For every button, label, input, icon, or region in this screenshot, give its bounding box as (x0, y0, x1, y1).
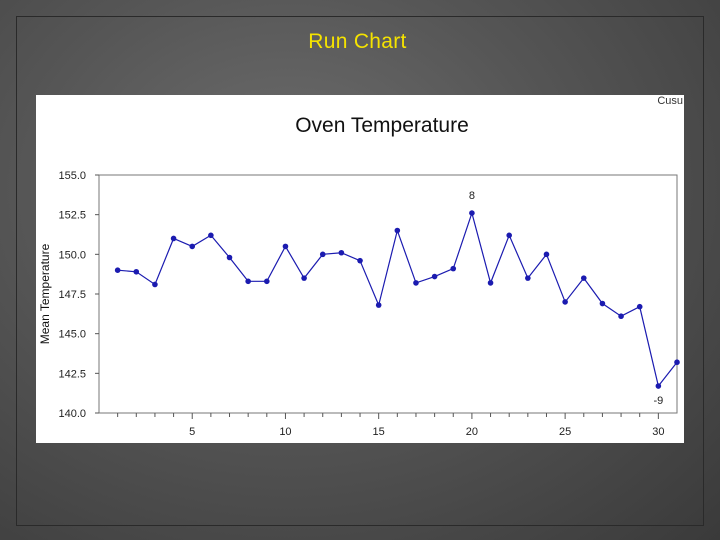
y-tick-label: 145.0 (58, 329, 86, 341)
slide-title: Run Chart (308, 30, 407, 53)
chart-panel: Oven Temperature Cusu Mean Temperature 140.… (36, 95, 684, 443)
y-tick-label: 152.5 (58, 210, 86, 222)
plot-frame (98, 174, 678, 414)
data-point (319, 251, 326, 258)
data-point (506, 232, 512, 239)
data-annotation: 8 (469, 190, 475, 202)
data-point (543, 251, 550, 258)
x-tick-label: 20 (466, 426, 478, 438)
data-point (580, 275, 587, 281)
frame-line-left (16, 16, 17, 526)
data-point (562, 299, 568, 305)
data-point (226, 254, 233, 261)
series-line (117, 210, 678, 388)
chart-title: Oven Temperature (295, 114, 469, 137)
data-point (189, 243, 196, 250)
data-annotation: -9 (653, 395, 663, 407)
data-point (170, 235, 177, 242)
data-point (394, 227, 401, 234)
y-tick-label: 147.5 (58, 289, 86, 301)
frame-line-right (703, 16, 704, 526)
y-tick-label: 150.0 (58, 249, 86, 261)
x-tick-label: 15 (373, 426, 385, 438)
data-point (431, 273, 438, 280)
data-point (357, 257, 363, 264)
x-tick-label: 5 (189, 426, 195, 438)
data-point (208, 232, 214, 239)
data-point (450, 265, 457, 272)
data-point (636, 303, 643, 310)
run-chart: Oven Temperature Cusu Mean Temperature 140.… (38, 95, 683, 438)
y-tick-label: 142.5 (58, 368, 86, 380)
y-tick-label: 140.0 (58, 408, 86, 420)
data-point (264, 278, 270, 285)
data-point (133, 268, 140, 275)
data-point (338, 249, 345, 256)
data-point (469, 210, 475, 216)
data-point (618, 313, 624, 320)
data-point (114, 267, 121, 273)
data-point (674, 359, 680, 366)
data-point (599, 300, 606, 307)
data-point (413, 280, 419, 286)
data-point (655, 383, 662, 389)
frame-line-bottom (16, 525, 704, 526)
frame-line-top (16, 16, 704, 17)
data-point (301, 275, 307, 281)
data-point (487, 280, 494, 286)
data-point (245, 278, 251, 285)
corner-label: Cusu (657, 95, 683, 107)
x-tick-label: 10 (279, 426, 291, 438)
x-tick-label: 25 (559, 426, 571, 438)
y-axis-label: Mean Temperature (38, 243, 52, 344)
data-point (525, 275, 531, 281)
data-point (282, 243, 289, 250)
x-tick-label: 30 (652, 426, 664, 438)
y-tick-label: 155.0 (58, 170, 86, 182)
data-point (375, 302, 382, 308)
data-point (152, 281, 158, 288)
